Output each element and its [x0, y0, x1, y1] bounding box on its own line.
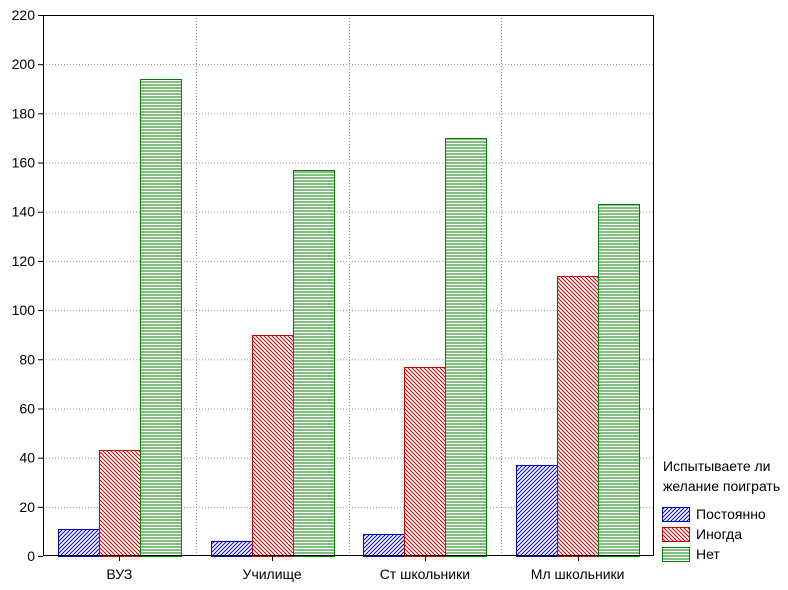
y-tick-label: 220: [12, 7, 36, 23]
bar-3-1: [140, 79, 182, 557]
x-tick-label: Мл школьники: [531, 566, 625, 582]
y-tick-label: 0: [27, 548, 35, 564]
bar-1-3: [363, 534, 405, 557]
bar-2-2: [252, 335, 294, 557]
bar-1-1: [58, 529, 100, 557]
legend-title-line: Испытываете ли: [663, 458, 771, 474]
y-tick-label: 60: [19, 400, 35, 416]
y-tick-label: 40: [19, 450, 35, 466]
legend-title-line: желание поиграть: [663, 478, 780, 494]
bar-3-2: [293, 170, 335, 557]
legend-swatch-2: [662, 527, 690, 542]
y-tick-label: 20: [19, 499, 35, 515]
bar-1-4: [516, 465, 558, 557]
y-tick-label: 180: [12, 105, 36, 121]
bar-3-4: [598, 204, 640, 557]
legend-label-1: Постоянно: [696, 506, 766, 522]
y-tick-label: 100: [12, 302, 36, 318]
y-tick-label: 80: [19, 351, 35, 367]
bar-1-2: [211, 541, 253, 557]
y-tick-label: 200: [12, 56, 36, 72]
x-tick-label: Училище: [243, 566, 302, 582]
bar-3-3: [445, 138, 487, 557]
x-tick-label: ВУЗ: [106, 566, 132, 582]
bar-2-1: [99, 450, 141, 557]
legend: Испытываете ли желание поиграть Постоянно И…: [662, 458, 780, 562]
y-tick-label: 140: [12, 204, 36, 220]
legend-label-2: Иногда: [696, 526, 742, 542]
bars: [58, 79, 640, 557]
plot-frame: [43, 15, 654, 556]
y-tick-label: 120: [12, 253, 36, 269]
bar-2-4: [557, 276, 599, 557]
legend-swatch-3: [662, 547, 690, 562]
y-tick-label: 160: [12, 155, 36, 171]
bar-2-3: [404, 367, 446, 557]
axes: [38, 15, 654, 561]
x-tick-label: Ст школьники: [380, 566, 470, 582]
legend-label-3: Нет: [696, 546, 720, 562]
tick-labels: 0 20 40 60 80 100 120 140 160 180 200 220 ВУЗ Училище…: [12, 7, 625, 582]
legend-swatch-1: [662, 507, 690, 522]
